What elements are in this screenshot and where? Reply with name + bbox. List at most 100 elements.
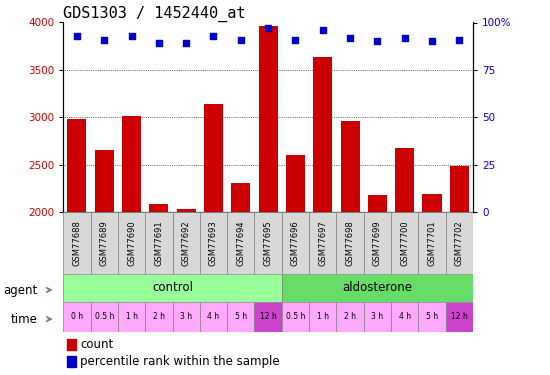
Text: 2 h: 2 h [153,312,165,321]
FancyBboxPatch shape [63,302,91,332]
Text: 1 h: 1 h [125,312,138,321]
Text: GSM77695: GSM77695 [263,220,273,266]
Text: percentile rank within the sample: percentile rank within the sample [80,355,280,368]
Text: GSM77691: GSM77691 [155,220,163,266]
Point [455,36,464,42]
Text: GSM77699: GSM77699 [373,220,382,266]
FancyBboxPatch shape [391,212,419,274]
Text: 4 h: 4 h [399,312,411,321]
Bar [149,204,168,212]
Bar [450,166,469,212]
Point [264,25,273,31]
Bar [340,121,360,212]
FancyBboxPatch shape [337,212,364,274]
Bar [122,116,141,212]
Text: GSM77702: GSM77702 [455,220,464,266]
Bar [231,183,250,212]
Text: 0.5 h: 0.5 h [95,312,114,321]
FancyBboxPatch shape [419,212,446,274]
Text: GSM77689: GSM77689 [100,220,109,266]
Point [346,34,355,40]
Bar [67,339,76,350]
FancyBboxPatch shape [309,212,337,274]
FancyBboxPatch shape [91,302,118,332]
Text: GSM77692: GSM77692 [182,220,191,266]
Point [155,40,163,46]
Text: 1 h: 1 h [317,312,329,321]
Point [236,36,245,42]
Bar [286,155,305,212]
Point [400,34,409,40]
Point [318,27,327,33]
Bar [422,194,442,212]
Text: 4 h: 4 h [207,312,219,321]
Text: GSM77693: GSM77693 [209,220,218,266]
Text: GSM77688: GSM77688 [73,220,81,266]
Text: GDS1303 / 1452440_at: GDS1303 / 1452440_at [63,6,246,22]
Bar [368,195,387,212]
Text: agent: agent [4,284,38,297]
Bar [258,26,278,212]
FancyBboxPatch shape [63,212,91,274]
Bar [204,104,223,212]
FancyBboxPatch shape [200,212,227,274]
FancyBboxPatch shape [173,302,200,332]
FancyBboxPatch shape [200,302,227,332]
Bar [67,356,76,367]
Text: GSM77697: GSM77697 [318,220,327,266]
Bar [177,209,196,212]
Text: 5 h: 5 h [426,312,438,321]
Point [127,33,136,39]
FancyBboxPatch shape [63,274,282,302]
Point [209,33,218,39]
Text: time: time [11,313,38,326]
FancyBboxPatch shape [282,274,473,302]
Text: 12 h: 12 h [451,312,468,321]
Text: GSM77694: GSM77694 [236,220,245,266]
Text: 0 h: 0 h [71,312,83,321]
FancyBboxPatch shape [391,302,419,332]
Text: 2 h: 2 h [344,312,356,321]
Bar [313,57,332,212]
FancyBboxPatch shape [118,302,145,332]
Point [182,40,191,46]
Point [73,33,81,39]
Text: 12 h: 12 h [260,312,277,321]
Text: 0.5 h: 0.5 h [286,312,305,321]
FancyBboxPatch shape [419,302,446,332]
FancyBboxPatch shape [309,302,337,332]
Bar [395,148,414,212]
Text: 3 h: 3 h [180,312,192,321]
Text: 3 h: 3 h [371,312,383,321]
FancyBboxPatch shape [364,212,391,274]
FancyBboxPatch shape [145,212,173,274]
Text: aldosterone: aldosterone [343,281,412,294]
FancyBboxPatch shape [91,212,118,274]
Text: GSM77698: GSM77698 [345,220,355,266]
Point [428,39,437,45]
Text: count: count [80,338,114,351]
Text: GSM77696: GSM77696 [291,220,300,266]
FancyBboxPatch shape [255,212,282,274]
Point [100,36,109,42]
FancyBboxPatch shape [446,212,473,274]
Bar [67,119,86,212]
Point [291,36,300,42]
FancyBboxPatch shape [173,212,200,274]
Text: GSM77690: GSM77690 [127,220,136,266]
FancyBboxPatch shape [446,302,473,332]
Bar [95,150,114,212]
FancyBboxPatch shape [364,302,391,332]
Text: control: control [152,281,193,294]
FancyBboxPatch shape [118,212,145,274]
Text: GSM77701: GSM77701 [427,220,437,266]
FancyBboxPatch shape [227,302,255,332]
FancyBboxPatch shape [337,302,364,332]
FancyBboxPatch shape [145,302,173,332]
FancyBboxPatch shape [227,212,255,274]
Text: GSM77700: GSM77700 [400,220,409,266]
FancyBboxPatch shape [282,212,309,274]
FancyBboxPatch shape [282,302,309,332]
Point [373,39,382,45]
Text: 5 h: 5 h [235,312,247,321]
